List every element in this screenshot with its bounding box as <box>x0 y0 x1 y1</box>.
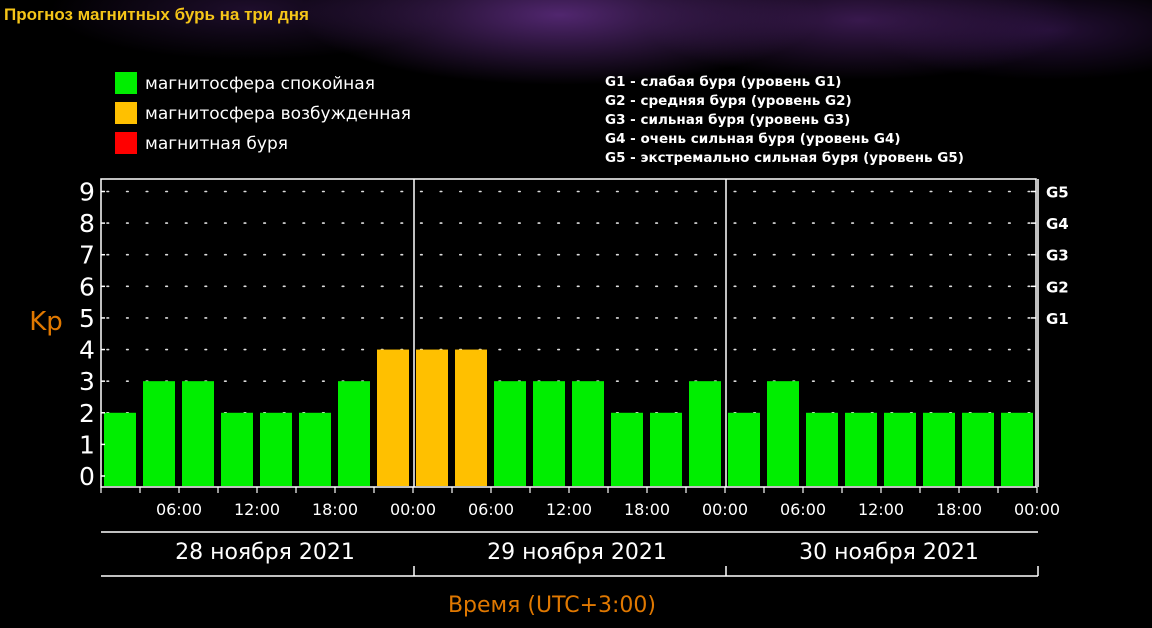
bar <box>416 349 448 486</box>
x-tick-label: 12:00 <box>858 500 904 519</box>
y-tick-label: 5 <box>79 304 95 333</box>
storm-level-label: G4 - очень сильная буря (уровень G4) <box>605 131 901 147</box>
right-tick-label: G2 <box>1046 278 1069 296</box>
x-axis-title: Время (UTC+3:00) <box>448 593 656 618</box>
x-tick-label: 18:00 <box>312 500 358 519</box>
bar <box>1001 412 1033 486</box>
bar <box>494 381 526 486</box>
storm-level-label: G2 - средняя буря (уровень G2) <box>605 93 852 109</box>
x-tick-label: 06:00 <box>468 500 514 519</box>
storm-level-label: G3 - сильная буря (уровень G3) <box>605 112 850 128</box>
bar <box>260 412 292 486</box>
day-label: 30 ноября 2021 <box>799 540 979 565</box>
bar <box>104 412 136 486</box>
bar <box>377 349 409 486</box>
bar <box>923 412 955 486</box>
y-tick-label: 7 <box>79 241 95 270</box>
bar <box>728 412 760 486</box>
x-tick-label: 06:00 <box>780 500 826 519</box>
day-label: 28 ноября 2021 <box>175 540 355 565</box>
x-tick-label: 12:00 <box>546 500 592 519</box>
right-tick-label: G5 <box>1046 184 1069 202</box>
bar <box>455 349 487 486</box>
x-tick-label: 00:00 <box>702 500 748 519</box>
bar <box>143 381 175 486</box>
legend-label: магнитосфера спокойная <box>145 74 375 94</box>
y-tick-label: 9 <box>79 178 95 207</box>
legend-label: магнитосфера возбужденная <box>145 104 411 124</box>
bar <box>611 412 643 486</box>
storm-level-label: G5 - экстремально сильная буря (уровень … <box>605 150 964 166</box>
x-tick-label: 00:00 <box>390 500 436 519</box>
x-tick-label: 00:00 <box>1014 500 1060 519</box>
y-tick-label: 8 <box>79 209 95 238</box>
bar <box>533 381 565 486</box>
right-tick-label: G4 <box>1046 215 1069 233</box>
bar <box>182 381 214 486</box>
x-tick-label: 18:00 <box>624 500 670 519</box>
bar <box>845 412 877 486</box>
right-tick-label: G1 <box>1046 310 1069 328</box>
bar <box>299 412 331 486</box>
bar <box>962 412 994 486</box>
legend-label: магнитная буря <box>145 134 288 154</box>
bar <box>338 381 370 486</box>
legend-swatch <box>115 132 137 154</box>
bar <box>650 412 682 486</box>
day-label: 29 ноября 2021 <box>487 540 667 565</box>
x-tick-label: 18:00 <box>936 500 982 519</box>
bar <box>884 412 916 486</box>
bar <box>572 381 604 486</box>
y-tick-label: 2 <box>79 399 95 428</box>
y-axis-title: Kp <box>29 307 63 337</box>
bar <box>767 381 799 486</box>
bar <box>689 381 721 486</box>
y-tick-label: 0 <box>79 462 95 491</box>
x-tick-label: 06:00 <box>156 500 202 519</box>
bar <box>806 412 838 486</box>
storm-level-label: G1 - слабая буря (уровень G1) <box>605 74 841 90</box>
legend-swatch <box>115 72 137 94</box>
y-tick-label: 3 <box>79 367 95 396</box>
page-title: Прогноз магнитных бурь на три дня <box>4 5 309 24</box>
y-tick-label: 4 <box>79 336 95 365</box>
right-tick-label: G3 <box>1046 247 1069 265</box>
y-tick-label: 6 <box>79 272 95 301</box>
x-tick-label: 12:00 <box>234 500 280 519</box>
legend-swatch <box>115 102 137 124</box>
y-tick-label: 1 <box>79 430 95 459</box>
bar <box>221 412 253 486</box>
